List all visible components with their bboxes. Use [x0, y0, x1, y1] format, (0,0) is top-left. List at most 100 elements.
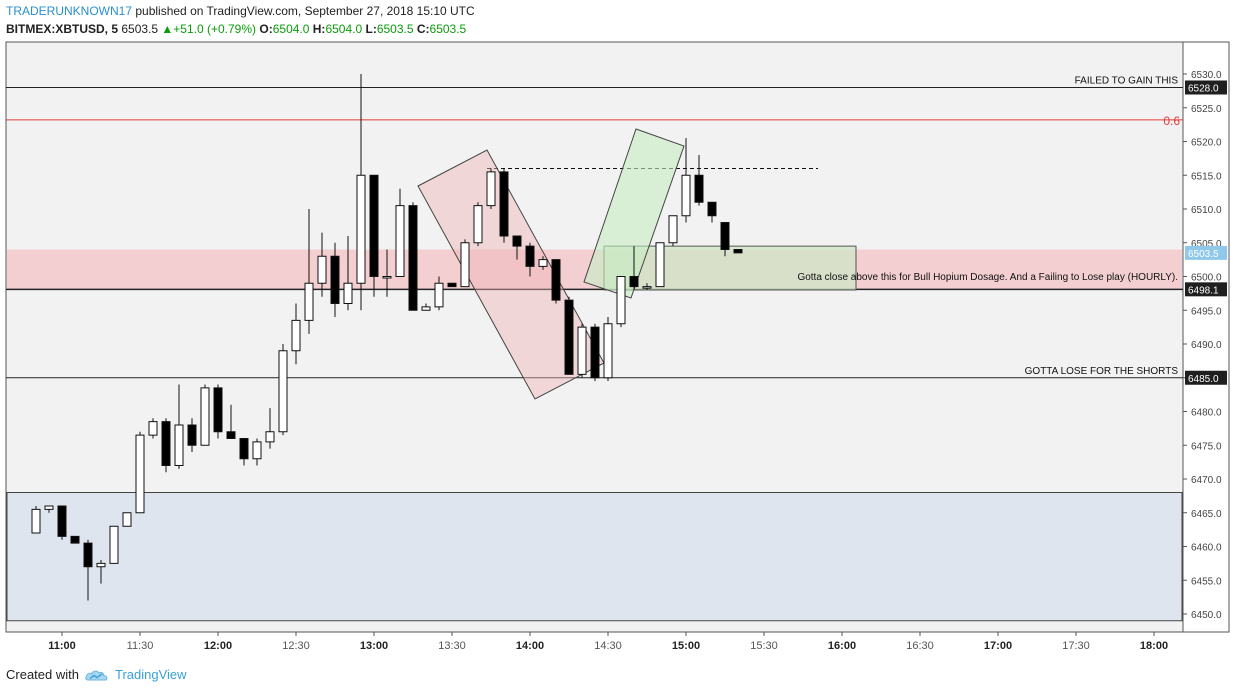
candle	[590, 323, 600, 382]
candle-body	[720, 222, 730, 250]
candle	[499, 168, 509, 243]
candle-body	[330, 255, 340, 304]
candle	[473, 202, 483, 247]
candle	[252, 438, 262, 466]
x-tick-label: 16:00	[828, 640, 856, 652]
candle-body	[707, 201, 717, 217]
candle	[135, 431, 145, 514]
candle-body	[70, 535, 80, 544]
last-price-badge-label: 6503.5	[1188, 249, 1219, 260]
candle-body	[512, 235, 522, 247]
candle-body	[122, 512, 132, 527]
price-badge-label: 6528.0	[1188, 84, 1219, 95]
level-label: FAILED TO GAIN THIS	[1075, 76, 1179, 87]
candle	[538, 256, 548, 270]
candle-body	[538, 259, 548, 267]
author-link[interactable]: TRADERUNKNOWN17	[6, 4, 133, 18]
price-badge	[1185, 282, 1227, 297]
candle	[70, 535, 80, 544]
price-scale[interactable]	[1182, 41, 1230, 633]
x-tick-label: 13:00	[360, 640, 388, 652]
green-channel-box	[583, 128, 685, 299]
candle	[564, 296, 574, 375]
candle-body	[486, 171, 496, 207]
candle-body	[603, 323, 613, 379]
symbol-info: BITMEX:XBTUSD, 5 6503.5 ▲+51.0 (+0.79%) …	[6, 22, 466, 36]
candle	[200, 384, 210, 446]
candle	[96, 560, 106, 584]
candle-body	[135, 434, 145, 514]
candle	[174, 384, 184, 469]
candle-body	[577, 326, 587, 375]
candle	[291, 303, 301, 365]
candle	[460, 239, 470, 288]
x-tick-label: 15:30	[750, 640, 778, 652]
candle	[226, 404, 236, 439]
candle	[434, 276, 444, 311]
y-tick-label: 6510.0	[1191, 205, 1222, 216]
x-tick-label: 11:30	[127, 640, 154, 652]
x-tick-label: 14:00	[516, 640, 544, 652]
candle-body	[382, 276, 392, 279]
y-tick-label: 6495.0	[1191, 306, 1222, 317]
candle-body	[369, 174, 379, 277]
candle-body	[109, 525, 119, 564]
y-tick-label: 6475.0	[1191, 441, 1222, 452]
candle	[369, 174, 379, 297]
x-tick-label: 15:00	[672, 640, 700, 652]
candle	[122, 512, 132, 527]
candle-body	[356, 174, 366, 284]
x-tick-label: 12:00	[204, 640, 232, 652]
candle	[447, 282, 457, 288]
candle	[343, 236, 353, 311]
candle	[382, 249, 392, 297]
candle	[733, 249, 743, 254]
price-badge	[1185, 370, 1227, 385]
candle-body	[252, 441, 262, 460]
close-label: C:	[416, 22, 430, 36]
candle-body	[655, 242, 665, 288]
last-price-badge	[1185, 245, 1227, 260]
candle-body	[57, 505, 67, 537]
candle-body	[681, 174, 691, 217]
candle-body	[213, 387, 223, 433]
open-value: 6504.0	[272, 22, 310, 36]
candle-body	[187, 424, 197, 446]
candle-body	[291, 319, 301, 352]
high-label: H:	[312, 22, 326, 36]
candle-body	[174, 424, 184, 466]
y-tick-label: 6450.0	[1191, 610, 1222, 621]
candle	[512, 235, 522, 260]
candle	[395, 188, 405, 277]
candle	[161, 418, 171, 473]
candle	[629, 246, 639, 290]
candle	[525, 242, 535, 277]
candle-body	[460, 242, 470, 288]
candle-body	[434, 282, 444, 308]
candle-body	[590, 326, 600, 379]
y-tick-label: 6470.0	[1191, 475, 1222, 486]
y-tick-label: 6465.0	[1191, 509, 1222, 520]
candle	[278, 344, 288, 436]
candle-body	[668, 215, 678, 244]
x-tick-label: 14:30	[594, 640, 622, 652]
candle	[486, 168, 496, 209]
candle-body	[343, 282, 353, 304]
y-tick-label: 6525.0	[1191, 104, 1222, 115]
footer: Created with TradingView	[6, 667, 187, 682]
candle-body	[564, 299, 574, 375]
candle-body	[421, 306, 431, 311]
published-text: published on TradingView.com, September …	[135, 4, 475, 18]
y-tick-label: 6515.0	[1191, 171, 1222, 182]
candle-body	[551, 259, 561, 301]
candle-body	[733, 249, 743, 254]
y-tick-label: 6530.0	[1191, 70, 1222, 81]
candle	[616, 276, 626, 328]
tradingview-link[interactable]: TradingView	[114, 667, 187, 682]
open-label: O:	[259, 22, 273, 36]
level-label: GOTTA LOSE FOR THE SHORTS	[1025, 366, 1179, 377]
candle	[57, 505, 67, 540]
candle-body	[96, 562, 106, 568]
annotation-text: Gotta close above this for Bull Hopium D…	[797, 272, 1178, 283]
